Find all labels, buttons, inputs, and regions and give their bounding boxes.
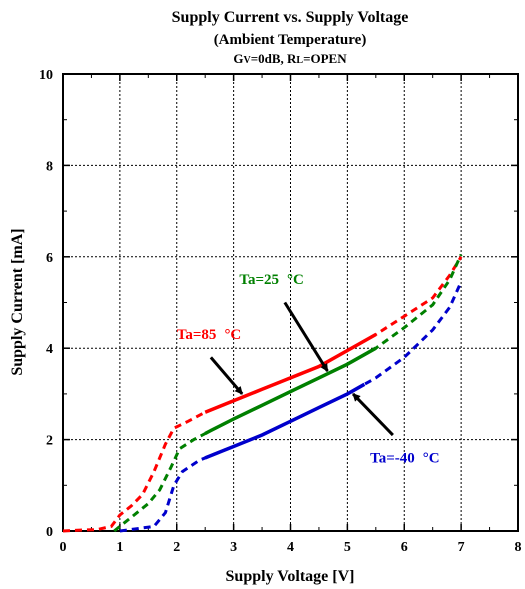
x-tick-label: 5 [344,540,351,555]
y-tick-labels: 0 2 4 6 8 10 [39,68,53,540]
y-tick-label: 4 [46,342,53,357]
annotation-arrow-2 [351,392,394,437]
x-tick-label: 7 [458,540,465,555]
y-tick-label: 2 [46,434,53,449]
x-axis-label: Supply Voltage [V] [226,568,355,585]
gv-sub: V [243,55,251,66]
series-label-1: Ta=25 °C [239,272,304,288]
series-label-name: Ta=25 [239,272,279,288]
series-label-2: Ta=-40 °C [370,450,440,466]
series-0-dashed-line [62,256,463,533]
gv-value: =0dB, [251,51,287,66]
series-annotations: Ta=85 °C Ta=25 °C Ta=-40 °C [177,272,440,466]
chart-conditions: GV=0dB, RL=OPEN [233,51,347,66]
rl-main: R [287,51,297,66]
grid [63,74,518,531]
y-tick-label: 10 [39,68,53,83]
y-tick-label: 0 [46,525,53,540]
rl-sub: L [296,55,303,66]
series-label-0: Ta=85 °C [177,327,242,343]
x-tick-label: 1 [116,540,123,555]
annotation-arrow-0 [209,356,244,395]
series-label-unit: °C [423,450,440,466]
rl-value: =OPEN [303,51,347,66]
x-tick-label: 2 [173,540,180,555]
x-tick-label: 6 [401,540,408,555]
annotation-arrow-1 [283,301,329,372]
y-axis-label: Supply Current [mA] [9,228,26,375]
series-label-unit: °C [287,272,304,288]
series-2-solid-line [204,382,366,460]
chart-subtitle: (Ambient Temperature) [214,32,367,48]
series-label-name: Ta=-40 [370,450,415,466]
x-tick-label: 3 [230,540,237,555]
y-tick-label: 8 [46,159,53,174]
chart-title: Supply Current vs. Supply Voltage [172,9,409,26]
series-label-name: Ta=85 [177,327,217,343]
series-label-unit: °C [224,327,241,343]
axis-ticks [62,73,519,532]
series-1-solid-line [204,346,377,436]
series-lines [62,253,463,533]
series-0-solid-line [204,332,377,414]
gv-main: G [233,51,243,66]
x-tick-label: 0 [60,540,67,555]
y-tick-label: 6 [46,251,53,266]
x-tick-label: 8 [515,540,522,555]
x-tick-labels: 0 1 2 3 4 5 6 7 8 [60,540,522,555]
x-tick-label: 4 [287,540,294,555]
